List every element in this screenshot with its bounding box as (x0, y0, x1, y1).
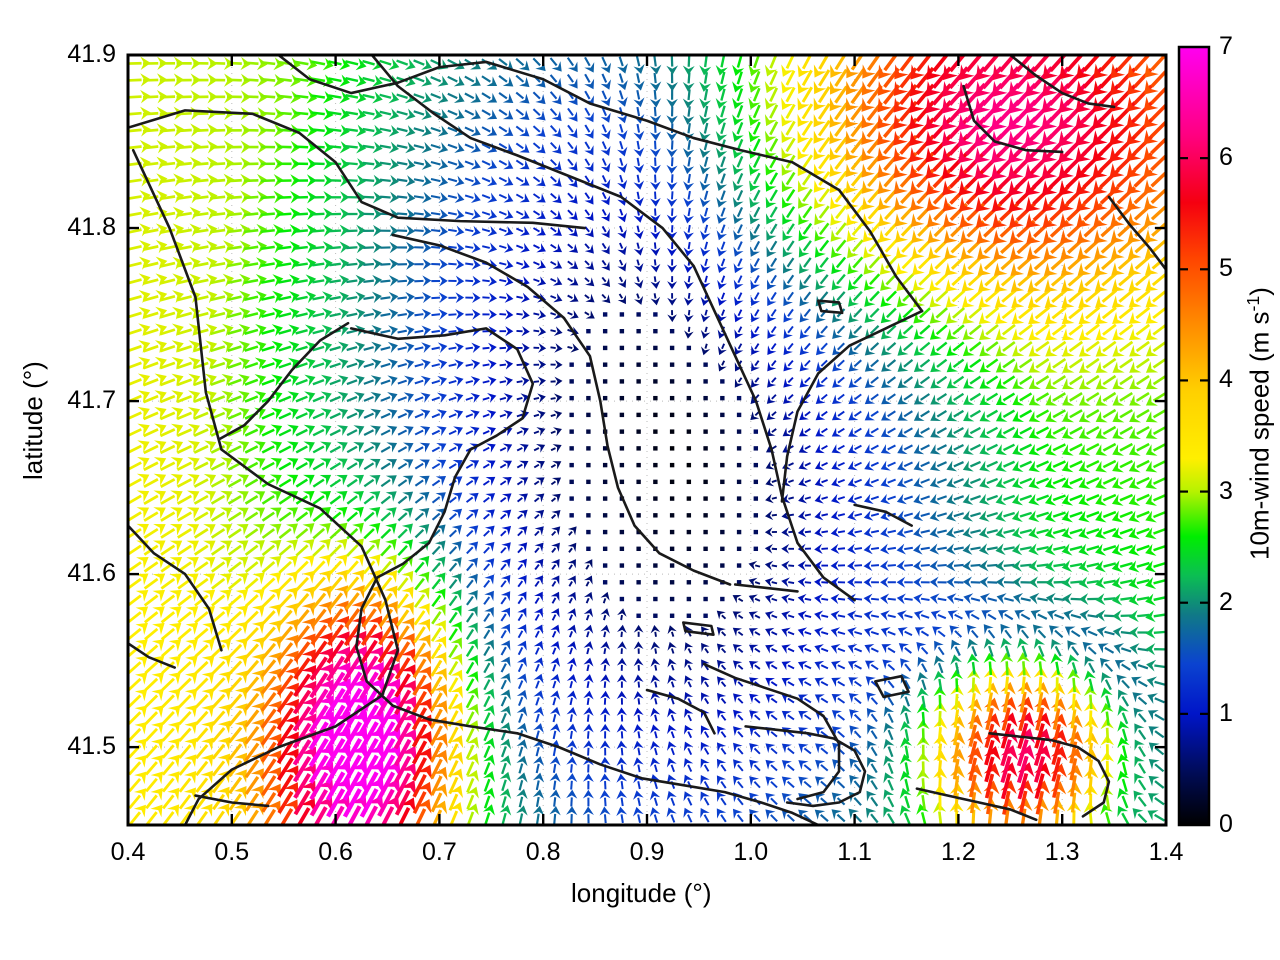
x-tick-label: 1.0 (733, 838, 769, 866)
x-axis-title: longitude (°) (571, 878, 712, 908)
coastline-contours (128, 55, 1166, 825)
colorbar-tick-label: 6 (1219, 143, 1233, 172)
x-tick-label: 0.8 (525, 838, 561, 866)
x-tick-label: 1.3 (1044, 838, 1080, 866)
x-tick-label: 0.6 (318, 838, 353, 866)
y-tick-label: 41.6 (67, 559, 116, 588)
axis-ticks (126, 53, 1168, 825)
x-tick-label: 0.5 (214, 838, 250, 866)
colorbar-tick-label: 5 (1219, 254, 1233, 283)
colorbar-tick-label: 7 (1219, 32, 1233, 60)
y-tick-label: 41.5 (67, 732, 116, 761)
wind-vector-field (128, 55, 1166, 825)
colorbar-gradient (1177, 45, 1211, 827)
colorbar-title: 10m-wind speed (m s-1) (1243, 287, 1275, 560)
y-axis-title: latitude (°) (18, 361, 48, 480)
y-tick-label: 41.9 (67, 40, 116, 68)
y-tick-label: 41.7 (67, 386, 116, 415)
colorbar-tick-label: 1 (1219, 698, 1233, 727)
x-tick-label: 1.1 (837, 838, 872, 866)
x-tick-label: 1.2 (941, 838, 976, 866)
colorbar-tick-label: 0 (1219, 810, 1233, 838)
colorbar-ticks (1179, 157, 1209, 715)
y-tick-label: 41.8 (67, 213, 116, 242)
x-tick-label: 0.9 (629, 838, 665, 866)
colorbar-tick-label: 3 (1219, 476, 1233, 505)
colorbar-tick-label: 2 (1219, 587, 1233, 616)
x-tick-label: 0.4 (110, 838, 146, 866)
x-tick-label: 0.7 (422, 838, 457, 866)
colorbar-tick-label: 4 (1219, 365, 1233, 394)
plot-gridlines (128, 54, 1166, 825)
x-tick-label: 1.4 (1148, 838, 1184, 866)
